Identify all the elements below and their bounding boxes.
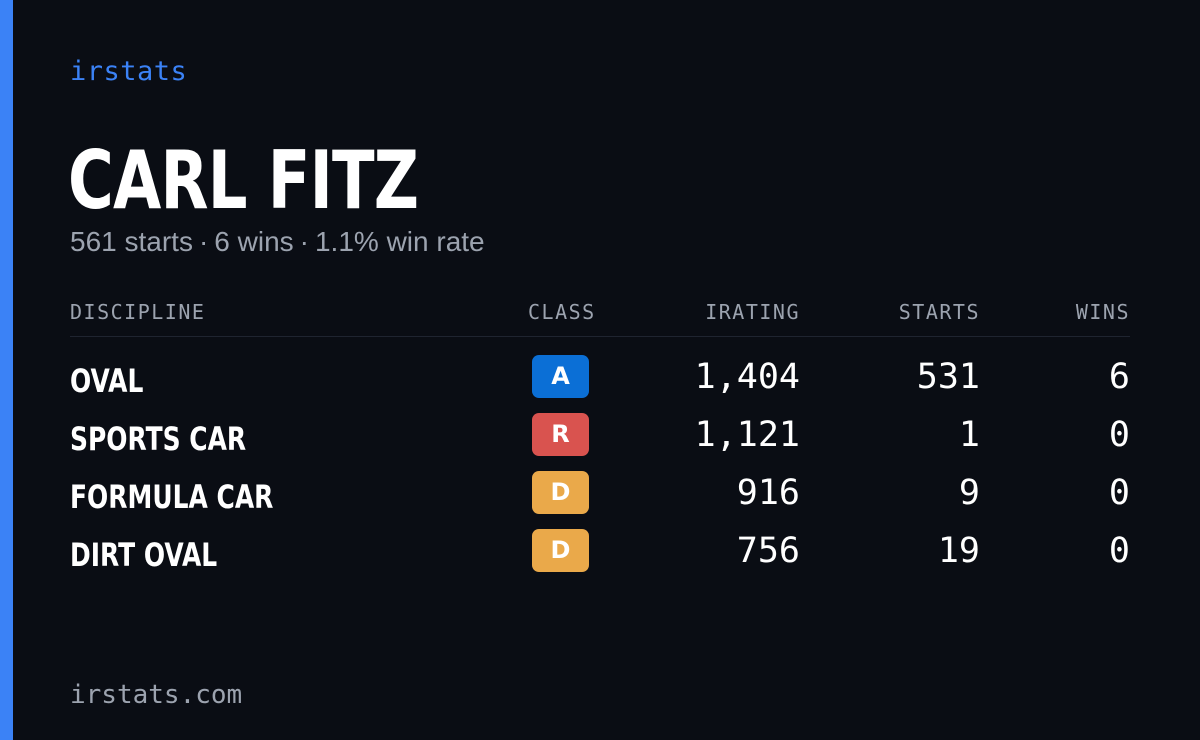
header-wins: WINS	[1075, 300, 1130, 324]
wins-value: 0	[1108, 473, 1130, 513]
discipline-name: DIRT OVAL	[70, 536, 218, 574]
table-row: FORMULA CAR D 916 9 0	[70, 469, 1130, 527]
wins-value: 0	[1108, 531, 1130, 571]
table-body: OVAL A 1,404 531 6 SPORTS CAR R 1,121 1 …	[70, 353, 1130, 585]
class-badge: R	[532, 413, 589, 456]
win-rate-summary: 1.1% win rate	[314, 226, 485, 257]
brand-logo: irstats	[70, 56, 188, 87]
discipline-name: SPORTS CAR	[70, 420, 247, 458]
class-badge: A	[532, 355, 589, 398]
discipline-name: FORMULA CAR	[70, 478, 274, 516]
starts-value: 19	[937, 531, 980, 571]
driver-name: CARL FITZ	[68, 134, 419, 227]
class-badge: D	[532, 529, 589, 572]
table-header: DISCIPLINE CLASS IRATING STARTS WINS	[70, 296, 1130, 337]
separator: ·	[198, 226, 209, 257]
driver-summary: 561 starts · 6 wins · 1.1% win rate	[70, 226, 485, 258]
accent-bar	[0, 0, 13, 740]
stats-table: DISCIPLINE CLASS IRATING STARTS WINS OVA…	[70, 296, 1130, 574]
table-row: SPORTS CAR R 1,121 1 0	[70, 411, 1130, 469]
wins-value: 0	[1108, 415, 1130, 455]
irating-value: 756	[736, 531, 800, 571]
starts-summary: 561 starts	[70, 226, 193, 257]
class-badge: D	[532, 471, 589, 514]
header-starts: STARTS	[898, 300, 980, 324]
header-irating: IRATING	[705, 300, 800, 324]
wins-value: 6	[1108, 357, 1130, 397]
footer-url: irstats.com	[70, 680, 243, 710]
irating-value: 1,121	[694, 415, 800, 455]
header-discipline: DISCIPLINE	[70, 300, 206, 324]
table-row: DIRT OVAL D 756 19 0	[70, 527, 1130, 585]
starts-value: 1	[958, 415, 980, 455]
header-class: CLASS	[528, 300, 596, 324]
wins-summary: 6 wins	[214, 226, 294, 257]
starts-value: 531	[916, 357, 980, 397]
separator: ·	[299, 226, 309, 257]
starts-value: 9	[958, 473, 980, 513]
irating-value: 916	[736, 473, 800, 513]
discipline-name: OVAL	[70, 362, 144, 400]
table-row: OVAL A 1,404 531 6	[70, 353, 1130, 411]
irating-value: 1,404	[694, 357, 800, 397]
